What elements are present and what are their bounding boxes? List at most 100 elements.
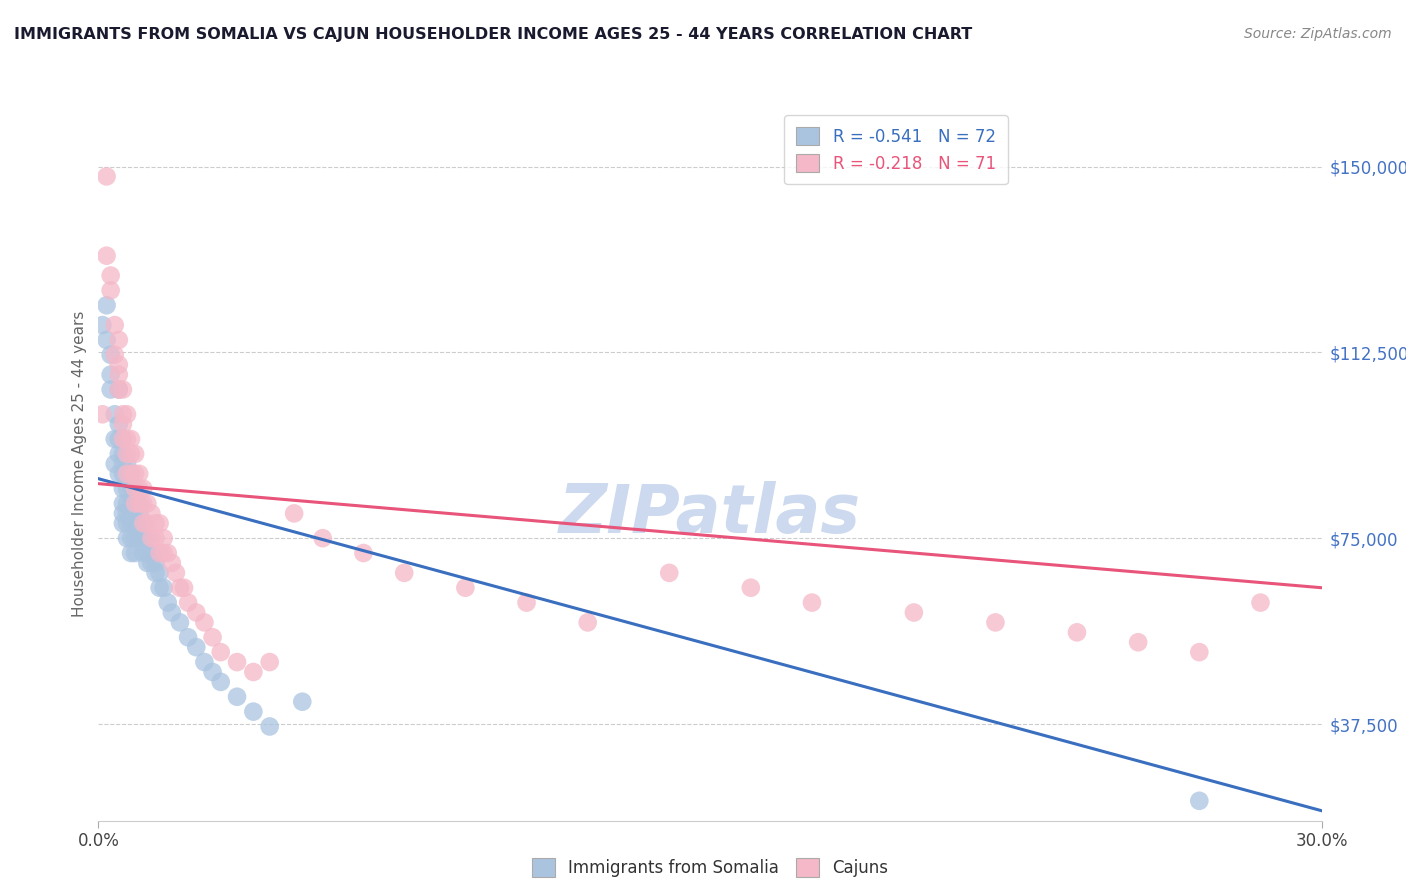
Point <box>91 318 114 332</box>
Point <box>128 516 150 531</box>
Point <box>124 507 146 521</box>
Point <box>658 566 681 580</box>
Point <box>120 546 142 560</box>
Point <box>111 482 134 496</box>
Point <box>312 531 335 545</box>
Point <box>149 516 172 531</box>
Point <box>115 496 138 510</box>
Point <box>108 417 131 432</box>
Point <box>152 546 174 560</box>
Point <box>149 581 172 595</box>
Point <box>111 447 134 461</box>
Point <box>352 546 374 560</box>
Point <box>104 457 127 471</box>
Point <box>120 447 142 461</box>
Text: ZIPatlas: ZIPatlas <box>560 481 860 547</box>
Point <box>108 383 131 397</box>
Point <box>576 615 599 630</box>
Point <box>1188 794 1211 808</box>
Point <box>108 432 131 446</box>
Point <box>242 705 264 719</box>
Text: IMMIGRANTS FROM SOMALIA VS CAJUN HOUSEHOLDER INCOME AGES 25 - 44 YEARS CORRELATI: IMMIGRANTS FROM SOMALIA VS CAJUN HOUSEHO… <box>14 27 973 42</box>
Point <box>108 368 131 382</box>
Point <box>145 531 167 545</box>
Point <box>160 556 183 570</box>
Point <box>201 665 224 679</box>
Point <box>132 496 155 510</box>
Point <box>392 566 416 580</box>
Point <box>108 447 131 461</box>
Point <box>115 531 138 545</box>
Point <box>136 556 159 570</box>
Point <box>132 516 155 531</box>
Point <box>149 566 172 580</box>
Point <box>120 531 142 545</box>
Point <box>193 655 215 669</box>
Point <box>108 383 131 397</box>
Point <box>132 482 155 496</box>
Point <box>108 467 131 481</box>
Point <box>96 333 118 347</box>
Point <box>177 596 200 610</box>
Point <box>903 606 925 620</box>
Point <box>169 615 191 630</box>
Point <box>115 516 138 531</box>
Point <box>136 546 159 560</box>
Point <box>115 467 138 481</box>
Point <box>100 383 122 397</box>
Point <box>124 447 146 461</box>
Point <box>152 531 174 545</box>
Point <box>169 581 191 595</box>
Point <box>173 581 195 595</box>
Point <box>209 674 232 689</box>
Point <box>128 496 150 510</box>
Point <box>124 496 146 510</box>
Point <box>115 447 138 461</box>
Point <box>111 407 134 421</box>
Point <box>91 407 114 421</box>
Point <box>100 368 122 382</box>
Point <box>141 507 163 521</box>
Y-axis label: Householder Income Ages 25 - 44 years: Householder Income Ages 25 - 44 years <box>72 310 87 617</box>
Point <box>104 348 127 362</box>
Point <box>209 645 232 659</box>
Point <box>132 516 155 531</box>
Point <box>115 457 138 471</box>
Point <box>201 630 224 644</box>
Point <box>111 507 134 521</box>
Point <box>124 467 146 481</box>
Point <box>128 507 150 521</box>
Point <box>100 268 122 283</box>
Point <box>141 556 163 570</box>
Point <box>740 581 762 595</box>
Point <box>108 358 131 372</box>
Point <box>226 690 249 704</box>
Point <box>100 284 122 298</box>
Point <box>111 467 134 481</box>
Point <box>160 606 183 620</box>
Point <box>136 516 159 531</box>
Point <box>104 318 127 332</box>
Point <box>1066 625 1088 640</box>
Point <box>120 507 142 521</box>
Point <box>149 546 172 560</box>
Point <box>291 695 314 709</box>
Point <box>177 630 200 644</box>
Legend: Immigrants from Somalia, Cajuns: Immigrants from Somalia, Cajuns <box>524 852 896 884</box>
Point <box>242 665 264 679</box>
Point <box>124 516 146 531</box>
Point <box>120 432 142 446</box>
Point <box>96 249 118 263</box>
Point <box>136 531 159 545</box>
Point <box>115 467 138 481</box>
Point <box>111 383 134 397</box>
Point <box>193 615 215 630</box>
Point <box>120 496 142 510</box>
Point <box>1128 635 1150 649</box>
Point <box>145 566 167 580</box>
Point <box>186 640 208 655</box>
Point <box>111 432 134 446</box>
Point <box>259 719 281 733</box>
Point <box>145 556 167 570</box>
Point <box>156 546 179 560</box>
